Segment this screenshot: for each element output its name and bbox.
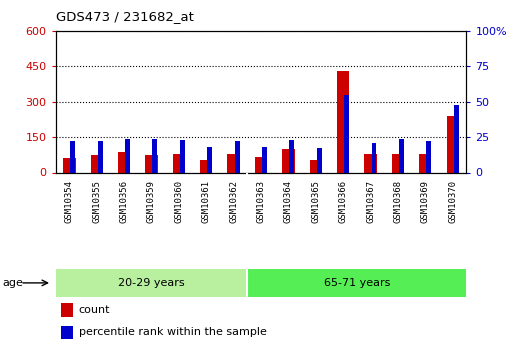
Text: GSM10366: GSM10366: [339, 180, 348, 223]
Bar: [372, 143, 376, 172]
Bar: [344, 95, 349, 172]
Text: percentile rank within the sample: percentile rank within the sample: [78, 327, 267, 337]
Bar: [91, 155, 103, 172]
Text: GSM10355: GSM10355: [92, 180, 101, 223]
Bar: [200, 159, 213, 172]
Text: count: count: [78, 305, 110, 315]
Text: GSM10361: GSM10361: [202, 180, 211, 223]
Bar: [337, 71, 349, 172]
Bar: [61, 326, 73, 339]
Text: GSM10354: GSM10354: [65, 180, 74, 223]
Bar: [227, 154, 240, 172]
Bar: [310, 159, 322, 172]
Text: GSM10356: GSM10356: [120, 180, 129, 223]
Text: GSM10363: GSM10363: [257, 180, 266, 223]
Bar: [118, 152, 130, 172]
Bar: [447, 116, 459, 172]
Text: GSM10368: GSM10368: [393, 180, 402, 223]
Bar: [248, 269, 466, 297]
Text: GSM10369: GSM10369: [421, 180, 430, 223]
Bar: [317, 148, 322, 172]
Text: 20-29 years: 20-29 years: [118, 278, 185, 288]
Bar: [282, 149, 295, 172]
Bar: [255, 157, 267, 172]
Bar: [426, 141, 431, 172]
Bar: [61, 304, 73, 317]
Text: GSM10370: GSM10370: [448, 180, 457, 223]
Text: GSM10364: GSM10364: [284, 180, 293, 223]
Bar: [399, 139, 404, 172]
Bar: [98, 141, 103, 172]
Bar: [56, 269, 248, 297]
Text: 65-71 years: 65-71 years: [324, 278, 390, 288]
Bar: [173, 154, 185, 172]
Bar: [153, 139, 157, 172]
Text: GDS473 / 231682_at: GDS473 / 231682_at: [56, 10, 193, 23]
Bar: [70, 141, 75, 172]
Text: GSM10362: GSM10362: [229, 180, 238, 223]
Bar: [289, 140, 294, 172]
Bar: [454, 105, 458, 172]
Bar: [63, 158, 75, 172]
Bar: [235, 141, 240, 172]
Text: GSM10367: GSM10367: [366, 180, 375, 223]
Bar: [125, 139, 130, 172]
Bar: [145, 155, 157, 172]
Text: GSM10360: GSM10360: [174, 180, 183, 223]
Bar: [392, 154, 404, 172]
Text: GSM10365: GSM10365: [311, 180, 320, 223]
Bar: [207, 147, 212, 172]
Bar: [180, 140, 185, 172]
Bar: [419, 154, 431, 172]
Text: age: age: [3, 278, 23, 288]
Bar: [262, 147, 267, 172]
Text: GSM10359: GSM10359: [147, 180, 156, 223]
Bar: [365, 154, 377, 172]
